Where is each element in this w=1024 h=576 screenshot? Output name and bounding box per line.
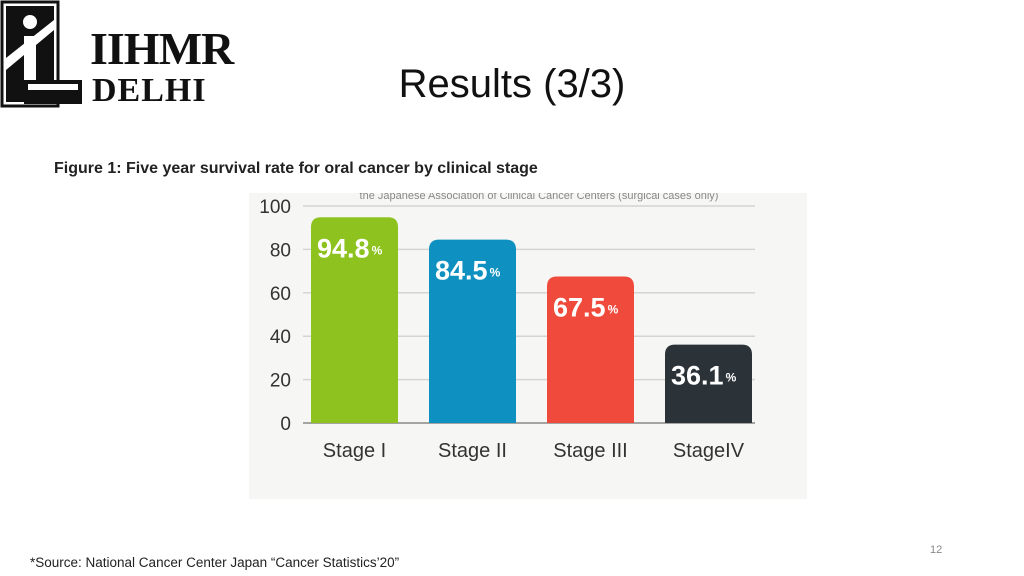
chart-svg: the Japanese Association of Clinical Can…: [259, 193, 755, 462]
source-note: *Source: National Cancer Center Japan “C…: [30, 555, 400, 570]
chart-bars: [311, 217, 752, 423]
bar-1: [311, 217, 398, 423]
x-tick-label: Stage II: [438, 440, 507, 462]
logo-emblem-icon: [0, 0, 82, 108]
y-tick-label: 60: [270, 284, 291, 305]
survival-rate-chart: the Japanese Association of Clinical Can…: [249, 193, 807, 499]
y-tick-label: 100: [259, 197, 291, 218]
chart-data-labels: 94.8 % 84.5 % 67.5 % 36.1%: [317, 233, 737, 390]
logo-text-sub: DELHI: [92, 72, 207, 109]
slide-title: Results (3/3): [0, 62, 1024, 107]
y-tick-label: 80: [270, 240, 291, 261]
chart-x-ticks: Stage I Stage II Stage III StageIV: [323, 440, 745, 462]
y-tick-label: 20: [270, 371, 291, 392]
page-number: 12: [930, 544, 943, 556]
x-tick-label: Stage I: [323, 440, 386, 462]
bar-4: [665, 344, 752, 423]
data-label-2: 84.5%: [435, 256, 501, 286]
figure-caption: Figure 1: Five year survival rate for or…: [54, 160, 538, 177]
y-tick-label: 40: [270, 327, 291, 348]
data-label-3: 67.5%: [553, 293, 619, 323]
slide-title-text: Results (3/3): [398, 62, 626, 106]
bar-2: [429, 239, 516, 423]
data-label-1: 94.8%: [317, 233, 383, 263]
x-tick-label: Stage III: [553, 440, 628, 462]
data-label-4: 36.1%: [671, 361, 737, 391]
x-tick-label: StageIV: [673, 440, 745, 462]
y-tick-label: 0: [280, 414, 291, 435]
iihmr-delhi-logo: IIHMR DELHI: [0, 0, 234, 112]
chart-header-partial: the Japanese Association of Clinical Can…: [360, 193, 719, 202]
chart-y-ticks: 0 20 40 60 80 100: [259, 197, 291, 435]
bar-3: [547, 276, 634, 423]
logo-text-main: IIHMR: [90, 23, 234, 74]
